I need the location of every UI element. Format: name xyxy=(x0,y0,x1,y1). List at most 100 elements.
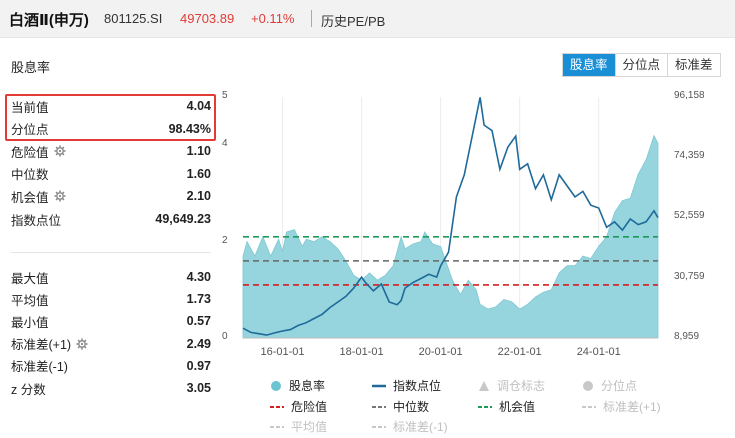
stat-row: z 分数 3.05 xyxy=(11,378,211,398)
y-left-tick-label: 5 xyxy=(222,90,228,101)
index-level-line xyxy=(242,97,659,336)
x-tick-label: 20-01-01 xyxy=(419,346,463,358)
stat-row: 最大值 4.30 xyxy=(11,267,211,287)
y-right-tick-label: 74,359 xyxy=(674,150,705,162)
stat-label: 标准差(+1) xyxy=(11,338,72,353)
stat-label: z 分数 xyxy=(11,382,46,397)
header-bar: 白酒Ⅱ(申万) 801125.SI 49703.89 +0.11% 历史PE/P… xyxy=(0,0,735,38)
stat-row: 指数点位 49,649.23 xyxy=(11,209,211,229)
line-icon xyxy=(478,401,492,413)
y-right-tick-label: 8,959 xyxy=(674,331,700,342)
gear-icon[interactable] xyxy=(54,145,66,157)
legend-item[interactable]: 标准差(-1) xyxy=(372,418,448,435)
x-tick-label: 22-01-01 xyxy=(498,346,542,358)
stat-label: 当前值 xyxy=(11,100,49,115)
y-left-tick-label: 0 xyxy=(222,331,228,342)
y-right-tick-label: 52,559 xyxy=(674,210,705,222)
legend-label: 标准差(+1) xyxy=(603,400,661,414)
stat-label: 危险值 xyxy=(11,145,49,160)
index-change: +0.11% xyxy=(251,11,295,26)
pe-pb-history-link[interactable]: 历史PE/PB xyxy=(321,14,386,29)
y-left-tick-label: 4 xyxy=(222,138,228,150)
legend-item[interactable]: 标准差(+1) xyxy=(582,398,661,415)
dot-icon xyxy=(582,380,594,392)
legend-label: 平均值 xyxy=(291,420,328,434)
x-tick-label: 16-01-01 xyxy=(261,346,305,358)
stat-row: 最小值 0.57 xyxy=(11,311,211,331)
stat-value: 2.49 xyxy=(186,336,211,351)
dot-icon xyxy=(270,380,282,392)
stat-label: 标准差(-1) xyxy=(11,360,68,375)
stat-label: 最大值 xyxy=(11,271,49,286)
line-icon xyxy=(270,421,284,433)
line-icon xyxy=(372,401,386,413)
stat-value: 1.10 xyxy=(186,144,211,159)
header-divider xyxy=(311,10,312,27)
stat-value: 0.97 xyxy=(186,358,211,373)
stat-value: 98.43% xyxy=(168,121,211,136)
line-icon xyxy=(372,421,386,433)
legend-item[interactable]: 危险值 xyxy=(270,398,327,415)
stat-value: 1.73 xyxy=(186,292,211,307)
stat-row: 危险值 1.10 xyxy=(11,141,211,161)
stat-label: 中位数 xyxy=(11,168,49,183)
y-right-tick-label: 30,759 xyxy=(674,270,705,282)
legend-item[interactable]: 指数点位 xyxy=(372,377,441,394)
section-title: 股息率 xyxy=(11,60,51,75)
stat-label: 机会值 xyxy=(11,190,49,205)
stat-label: 指数点位 xyxy=(11,213,62,228)
stat-value: 4.30 xyxy=(186,270,211,284)
gear-icon[interactable] xyxy=(76,338,88,350)
stat-value: 4.04 xyxy=(186,99,211,113)
index-price: 49703.89 xyxy=(180,11,235,26)
stat-row: 中位数 1.60 xyxy=(11,164,211,184)
stats-divider xyxy=(11,252,211,253)
tab-dividend-yield[interactable]: 股息率 xyxy=(563,54,615,76)
legend-item[interactable]: 调仓标志 xyxy=(478,377,545,394)
stat-row: 分位点 98.43% xyxy=(11,119,211,139)
highlight-box xyxy=(5,94,216,141)
legend-item[interactable]: 机会值 xyxy=(478,398,535,415)
legend-item[interactable]: 平均值 xyxy=(270,418,327,435)
legend-item[interactable]: 股息率 xyxy=(270,377,325,394)
stat-row: 标准差(-1) 0.97 xyxy=(11,356,211,376)
line-icon xyxy=(582,401,596,413)
legend-label: 危险值 xyxy=(291,400,328,414)
gear-icon[interactable] xyxy=(54,190,66,202)
stat-label: 分位点 xyxy=(11,123,49,138)
stat-row: 平均值 1.73 xyxy=(11,289,211,309)
stat-row: 机会值 2.10 xyxy=(11,186,211,206)
tab-std-dev[interactable]: 标准差 xyxy=(667,54,720,76)
triangle-icon xyxy=(478,380,490,392)
stat-value: 0.57 xyxy=(186,314,211,329)
legend-label: 指数点位 xyxy=(393,379,442,393)
stat-value: 49,649.23 xyxy=(155,212,211,226)
stat-label: 最小值 xyxy=(11,315,49,330)
stat-value: 2.10 xyxy=(186,189,211,204)
legend-label: 股息率 xyxy=(289,379,326,393)
legend-label: 调仓标志 xyxy=(497,379,546,393)
legend-label: 中位数 xyxy=(393,400,430,414)
stat-value: 3.05 xyxy=(186,381,211,395)
metric-tabs: 股息率 分位点 标准差 xyxy=(562,53,721,77)
x-tick-label: 24-01-01 xyxy=(577,346,621,358)
stat-row: 标准差(+1) 2.49 xyxy=(11,334,211,354)
stat-value: 1.60 xyxy=(186,166,211,181)
x-tick-label: 18-01-01 xyxy=(340,346,384,358)
stat-row: 当前值 4.04 xyxy=(11,96,211,116)
stat-label: 平均值 xyxy=(11,293,49,308)
y-right-tick-label: 96,158 xyxy=(674,90,705,101)
legend-label: 机会值 xyxy=(499,400,536,414)
legend-label: 分位点 xyxy=(601,379,638,393)
legend-label: 标准差(-1) xyxy=(393,420,448,434)
legend-item[interactable]: 中位数 xyxy=(372,398,429,415)
line-icon xyxy=(270,401,284,413)
legend-item[interactable]: 分位点 xyxy=(582,377,637,394)
index-name: 白酒Ⅱ(申万) xyxy=(9,12,89,29)
index-code: 801125.SI xyxy=(104,11,163,26)
y-left-tick-label: 2 xyxy=(222,234,228,246)
line-icon xyxy=(372,380,386,392)
tab-percentile[interactable]: 分位点 xyxy=(614,54,668,76)
dividend-yield-area xyxy=(242,134,659,339)
